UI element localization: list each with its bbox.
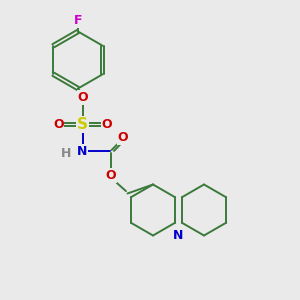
Text: S: S <box>77 117 88 132</box>
Text: N: N <box>173 229 184 242</box>
Text: N: N <box>77 145 88 158</box>
Text: H: H <box>61 147 71 161</box>
Text: O: O <box>106 169 116 182</box>
Text: O: O <box>118 131 128 145</box>
Text: O: O <box>53 118 64 131</box>
Text: O: O <box>77 91 88 104</box>
Text: O: O <box>101 118 112 131</box>
Text: F: F <box>74 14 82 28</box>
